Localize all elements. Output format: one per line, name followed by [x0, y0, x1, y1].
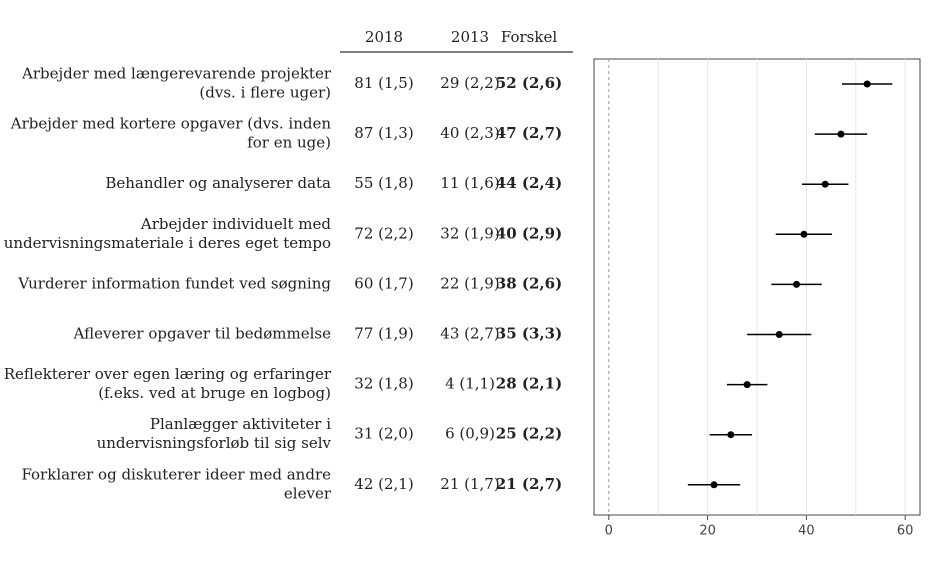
row-label: Vurderer information fundet ved søgning	[17, 274, 331, 292]
cell: 21 (1,7)	[440, 475, 499, 493]
dot	[863, 80, 871, 88]
cell: 72 (2,2)	[354, 224, 413, 242]
column-header: 2013	[451, 28, 489, 46]
cell: 31 (2,0)	[354, 425, 413, 443]
cell: 28 (2,1)	[496, 375, 562, 393]
cell: 44 (2,4)	[496, 174, 562, 192]
x-tick-label: 0	[605, 524, 613, 539]
cell: 4 (1,1)	[445, 375, 495, 393]
x-tick-label: 60	[897, 524, 914, 539]
cell: 77 (1,9)	[354, 325, 413, 343]
cell: 35 (3,3)	[496, 325, 562, 343]
dot	[743, 381, 751, 389]
cell: 40 (2,9)	[496, 224, 562, 242]
cell: 25 (2,2)	[496, 425, 562, 443]
cell: 22 (1,9)	[440, 274, 499, 292]
cell: 21 (2,7)	[496, 475, 562, 493]
column-header: Forskel	[501, 28, 557, 46]
cell: 81 (1,5)	[354, 74, 413, 92]
dot	[793, 280, 801, 288]
column-header: 2018	[365, 28, 403, 46]
row-label: Forklarer og diskuterer ideer med andre	[21, 465, 331, 483]
row-label: Arbejder med kortere opgaver (dvs. inden	[10, 115, 332, 133]
cell: 55 (1,8)	[354, 174, 413, 192]
dot	[710, 481, 718, 489]
row-label: undervisningsmateriale i deres eget temp…	[4, 234, 331, 252]
dot	[800, 230, 808, 238]
x-tick-label: 20	[699, 524, 716, 539]
row-label: undervisningsforløb til sig selv	[97, 434, 332, 452]
row-label: Planlægger aktiviteter i	[150, 415, 331, 433]
cell: 40 (2,3)	[440, 124, 499, 142]
row-label: (dvs. i flere uger)	[199, 84, 331, 102]
cell: 43 (2,7)	[440, 325, 499, 343]
dot	[821, 180, 829, 188]
cell: 6 (0,9)	[445, 425, 495, 443]
row-label: (f.eks. ved at bruge en logbog)	[98, 384, 331, 402]
dot	[837, 130, 845, 138]
cell: 32 (1,8)	[354, 375, 413, 393]
cell: 60 (1,7)	[354, 274, 413, 292]
cell: 52 (2,6)	[496, 74, 562, 92]
row-label: Arbejder med længerevarende projekter	[21, 65, 332, 83]
dot	[775, 331, 783, 338]
cell: 32 (1,9)	[440, 224, 499, 242]
dot	[727, 431, 735, 439]
row-label: for en uge)	[247, 134, 331, 152]
cell: 29 (2,2)	[440, 74, 499, 92]
x-tick-label: 40	[798, 524, 815, 539]
row-label: Afleverer opgaver til bedømmelse	[73, 325, 332, 343]
row-label: elever	[284, 484, 332, 502]
row-label: Arbejder individuelt med	[140, 215, 332, 233]
cell: 42 (2,1)	[354, 475, 413, 493]
cell: 87 (1,3)	[354, 124, 413, 142]
row-label: Behandler og analyserer data	[105, 174, 331, 192]
cell: 38 (2,6)	[496, 274, 562, 292]
row-label: Reflekterer over egen læring og erfaring…	[4, 365, 332, 383]
cell: 11 (1,6)	[440, 174, 499, 192]
cell: 47 (2,7)	[496, 124, 562, 142]
